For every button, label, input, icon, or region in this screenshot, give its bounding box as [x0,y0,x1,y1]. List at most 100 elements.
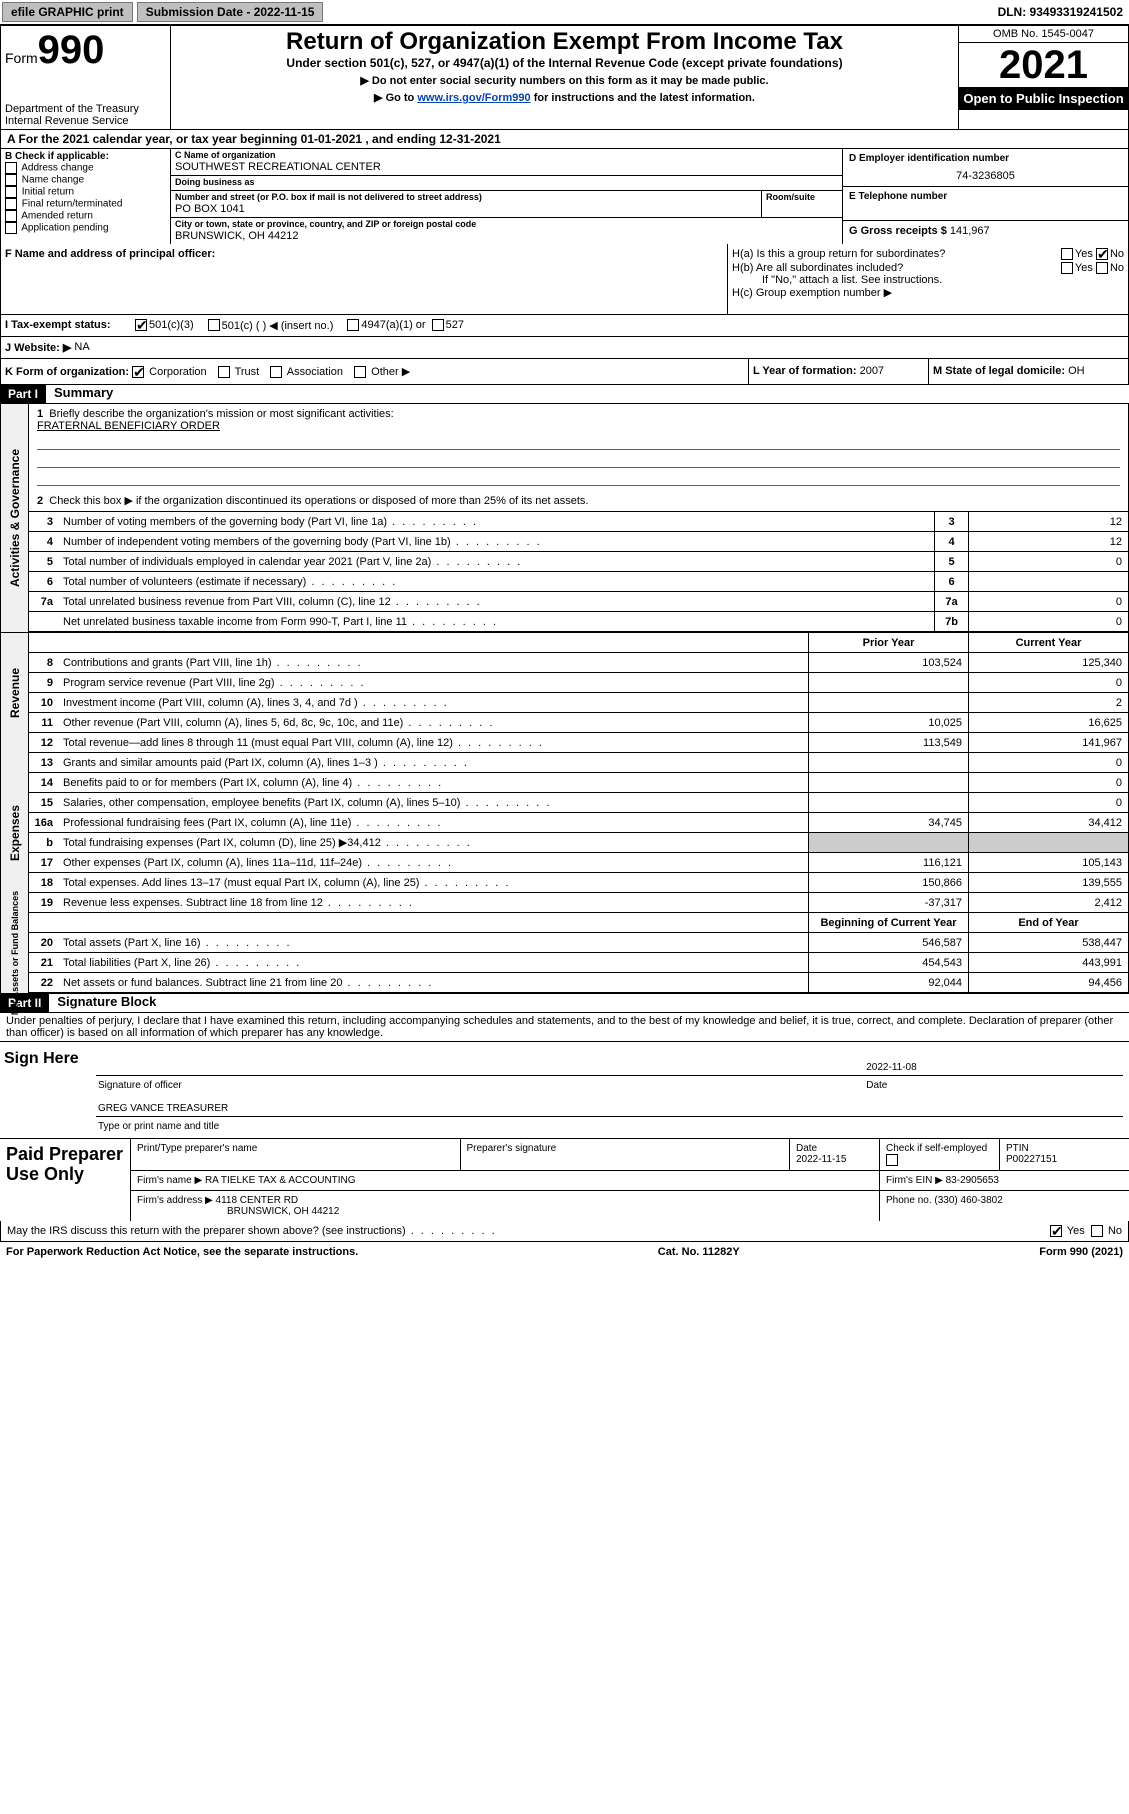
table-row: 3Number of voting members of the governi… [29,512,1128,532]
tax-period: A For the 2021 calendar year, or tax yea… [0,130,1129,149]
box-de: D Employer identification number 74-3236… [843,149,1128,244]
box-h: H(a) Is this a group return for subordin… [728,244,1128,314]
org-addr: PO BOX 1041 [175,203,757,215]
paid-preparer: Paid Preparer Use Only Print/Type prepar… [0,1138,1129,1221]
table-row: 7aTotal unrelated business revenue from … [29,592,1128,612]
firm-phone: (330) 460-3802 [934,1195,1002,1206]
discuss-row: May the IRS discuss this return with the… [0,1221,1129,1242]
table-row: 11Other revenue (Part VIII, column (A), … [29,713,1128,733]
sign-here-row: Sign Here 2022-11-08 Signature of office… [0,1041,1129,1138]
footer-left: For Paperwork Reduction Act Notice, see … [6,1246,358,1258]
table-row: 14Benefits paid to or for members (Part … [29,773,1128,793]
section-netassets: Net Assets or Fund Balances Beginning of… [0,913,1129,994]
section-governance: Activities & Governance 1 Briefly descri… [0,404,1129,632]
table-row: 4Number of independent voting members of… [29,532,1128,552]
form-header: Form990 Department of the Treasury Inter… [0,25,1129,130]
hc-label: H(c) Group exemption number ▶ [732,286,1124,299]
side-exp: Expenses [8,805,22,861]
ptin: P00227151 [1006,1154,1057,1165]
c-room-label: Room/suite [766,192,815,202]
prep-date: 2022-11-15 [796,1154,846,1165]
instr-ssn: ▶ Do not enter social security numbers o… [175,74,954,87]
section-revenue: Revenue Prior Year Current Year 8Contrib… [0,632,1129,753]
form-number: 990 [38,28,105,72]
dept-treasury: Department of the Treasury [5,103,166,115]
c-name-label: C Name of organization [175,150,276,160]
table-row: 6Total number of volunteers (estimate if… [29,572,1128,592]
org-name: SOUTHWEST RECREATIONAL CENTER [175,161,838,173]
table-row: bTotal fundraising expenses (Part IX, co… [29,833,1128,853]
dln: DLN: 93493319241502 [998,5,1129,19]
hb-note: If "No," attach a list. See instructions… [732,274,1124,286]
website-value: NA [74,341,89,354]
d-label: D Employer identification number [849,153,1122,164]
box-b: B Check if applicable: Address change Na… [1,149,171,244]
form-title: Return of Organization Exempt From Incom… [175,28,954,56]
table-row: 20Total assets (Part X, line 16)546,5875… [29,933,1128,953]
mission-text: FRATERNAL BENEFICIARY ORDER [37,420,1120,432]
row-i: I Tax-exempt status: 501(c)(3) 501(c) ( … [0,315,1129,337]
table-row: 21Total liabilities (Part X, line 26)454… [29,953,1128,973]
table-row: 15Salaries, other compensation, employee… [29,793,1128,813]
submission-btn[interactable]: Submission Date - 2022-11-15 [137,2,324,22]
table-row: 12Total revenue—add lines 8 through 11 (… [29,733,1128,753]
part2-header: Part II Signature Block [0,994,1129,1013]
page-footer: For Paperwork Reduction Act Notice, see … [0,1242,1129,1262]
tax-year: 2021 [959,43,1128,87]
table-row: 22Net assets or fund balances. Subtract … [29,973,1128,993]
hb-label: H(b) Are all subordinates included? [732,262,1061,274]
c-city-label: City or town, state or province, country… [175,219,476,229]
f-value [5,260,723,310]
table-row: 13Grants and similar amounts paid (Part … [29,753,1128,773]
ha-label: H(a) Is this a group return for subordin… [732,248,1061,260]
year-formation: 2007 [860,365,884,377]
row-fh: F Name and address of principal officer:… [0,244,1129,315]
open-inspection: Open to Public Inspection [959,87,1128,110]
state-domicile: OH [1068,365,1085,377]
na-header-row: Beginning of Current Year End of Year [29,913,1128,933]
rev-header-row: Prior Year Current Year [29,633,1128,653]
table-row: 17Other expenses (Part IX, column (A), l… [29,853,1128,873]
side-rev: Revenue [8,668,22,718]
section-expenses: Expenses 13Grants and similar amounts pa… [0,753,1129,913]
sig-date: 2022-11-08 [864,1060,1123,1075]
section-bcdeg: B Check if applicable: Address change Na… [0,149,1129,244]
part1-header: Part I Summary [0,385,1129,404]
gross-receipts: 141,967 [950,225,990,237]
side-gov: Activities & Governance [8,449,22,587]
org-city: BRUNSWICK, OH 44212 [175,230,838,242]
c-addr-label: Number and street (or P.O. box if mail i… [175,192,482,202]
box-c: C Name of organization SOUTHWEST RECREAT… [171,149,843,244]
footer-mid: Cat. No. 11282Y [358,1246,1039,1258]
instr-link-row: ▶ Go to www.irs.gov/Form990 for instruct… [175,91,954,104]
phone-value [849,202,1122,216]
firm-name: RA TIELKE TAX & ACCOUNTING [205,1175,356,1186]
form990-link[interactable]: www.irs.gov/Form990 [417,92,530,104]
form-subtitle: Under section 501(c), 527, or 4947(a)(1)… [175,56,954,70]
efile-btn[interactable]: efile GRAPHIC print [2,2,133,22]
topbar: efile GRAPHIC print Submission Date - 20… [0,0,1129,25]
table-row: 9Program service revenue (Part VIII, lin… [29,673,1128,693]
footer-right: Form 990 (2021) [1039,1246,1123,1258]
firm-addr1: 4118 CENTER RD [216,1195,299,1206]
table-row: 8Contributions and grants (Part VIII, li… [29,653,1128,673]
row-j: J Website: ▶ NA [0,337,1129,359]
table-row: 10Investment income (Part VIII, column (… [29,693,1128,713]
ein-value: 74-3236805 [849,170,1122,182]
table-row: 18Total expenses. Add lines 13–17 (must … [29,873,1128,893]
table-row: Net unrelated business taxable income fr… [29,612,1128,632]
side-na: Net Assets or Fund Balances [10,891,20,1015]
firm-addr2: BRUNSWICK, OH 44212 [227,1206,339,1217]
table-row: 19Revenue less expenses. Subtract line 1… [29,893,1128,913]
omb-number: OMB No. 1545-0047 [959,26,1128,43]
c-dba-label: Doing business as [175,177,255,187]
g-label: G Gross receipts $ [849,225,947,237]
form-prefix: Form [5,50,38,66]
irs-label: Internal Revenue Service [5,115,166,127]
sig-intro: Under penalties of perjury, I declare th… [0,1013,1129,1041]
table-row: 16aProfessional fundraising fees (Part I… [29,813,1128,833]
firm-ein: 83-2905653 [946,1175,999,1186]
f-label: F Name and address of principal officer: [5,248,723,260]
table-row: 5Total number of individuals employed in… [29,552,1128,572]
e-label: E Telephone number [849,191,1122,202]
